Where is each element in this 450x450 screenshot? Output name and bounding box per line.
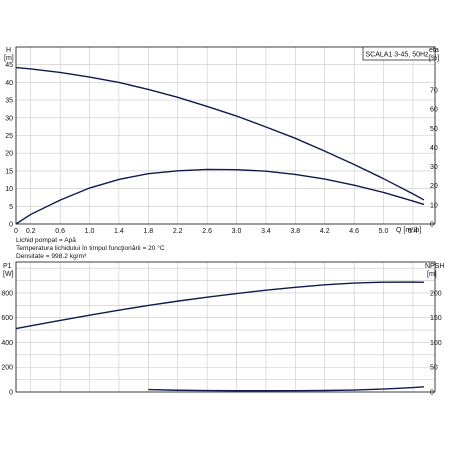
flow-tick-label: 0.6 [55, 228, 65, 235]
head-axis-label: H [6, 47, 11, 54]
power-curve [15, 281, 424, 330]
power-chart-frame [15, 261, 436, 393]
efficiency-tick-label: 30 [430, 164, 438, 171]
flow-tick-label: 0.2 [26, 228, 36, 235]
efficiency-axis-label: eta [429, 47, 439, 54]
power-tick-label: 800 [1, 290, 13, 297]
power-axis-label: P1 [3, 263, 12, 270]
fluid-info-liquid: Lichid pompat = Apă [16, 237, 76, 244]
power-axis-ticks: 0 200 400 600 800 [1, 290, 13, 396]
fluid-info: Lichid pompat = Apă Temperatura lichidul… [16, 237, 165, 260]
npsh-axis-ticks: 0 50 100 150 200 [430, 290, 442, 396]
efficiency-axis-unit: [%] [429, 55, 439, 62]
efficiency-tick-label: 70 [430, 88, 438, 95]
flow-tick-label: 1.0 [85, 228, 95, 235]
flow-tick-label: 0 [14, 228, 18, 235]
head-tick-label: 35 [5, 98, 13, 105]
efficiency-tick-label: 50 [430, 126, 438, 133]
head-tick-label: 30 [5, 115, 13, 122]
head-efficiency-chart: SCALA1 3-45, 50Hz 0 5 10 15 20 25 30 35 40 45 0 10… [4, 46, 439, 235]
head-tick-label: 0 [9, 222, 13, 229]
power-tick-label: 400 [1, 340, 13, 347]
efficiency-tick-label: 20 [430, 183, 438, 190]
flow-tick-label: 2.6 [202, 228, 212, 235]
head-axis-ticks: 0 5 10 15 20 25 30 35 40 45 [5, 62, 13, 228]
flow-tick-label: 1.8 [143, 228, 153, 235]
flow-tick-label: 1.4 [114, 228, 124, 235]
power-tick-label: 600 [1, 315, 13, 322]
npsh-tick-label: 0 [430, 390, 434, 397]
power-tick-label: 200 [1, 365, 13, 372]
power-tick-label: 0 [9, 390, 13, 397]
flow-axis-ticks: 0 0.2 0.6 1.0 1.4 1.8 2.2 2.6 3.0 3.4 3.8 4.2 4.6 5.0… [14, 228, 418, 235]
head-tick-label: 10 [5, 186, 13, 193]
fluid-info-density: Densitate = 998.2 kg/m³ [16, 253, 87, 260]
head-tick-label: 45 [5, 62, 13, 69]
flow-tick-label: 3.0 [232, 228, 242, 235]
efficiency-tick-label: 40 [430, 145, 438, 152]
head-tick-label: 20 [5, 151, 13, 158]
npsh-curve [148, 386, 425, 392]
head-tick-label: 15 [5, 168, 13, 175]
efficiency-axis-ticks: 0 10 20 30 40 50 60 70 [430, 88, 438, 229]
npsh-axis-label: NPSH [425, 263, 444, 270]
flow-tick-label: 5.4 [408, 228, 418, 235]
npsh-tick-label: 200 [430, 290, 442, 297]
head-curve [15, 66, 425, 201]
efficiency-tick-label: 10 [430, 202, 438, 209]
npsh-tick-label: 50 [430, 365, 438, 372]
head-tick-label: 40 [5, 80, 13, 87]
chart-title: SCALA1 3-45, 50Hz [366, 52, 430, 59]
head-tick-label: 5 [9, 204, 13, 211]
head-tick-label: 25 [5, 133, 13, 140]
efficiency-tick-label: 60 [430, 107, 438, 114]
flow-tick-label: 4.2 [320, 228, 330, 235]
flow-tick-label: 5.0 [379, 228, 389, 235]
power-npsh-chart: 0 200 400 600 800 0 50 100 150 200 P1 [W] NPSH [… [1, 261, 444, 397]
flow-tick-label: 2.2 [173, 228, 183, 235]
flow-tick-label: 3.4 [261, 228, 271, 235]
efficiency-curve [15, 168, 425, 225]
head-axis-unit: [m] [4, 55, 14, 62]
efficiency-tick-label: 0 [430, 222, 434, 229]
fluid-info-temperature: Temperatura lichidului în timpul funcţio… [16, 244, 165, 252]
chart-title-box [362, 46, 436, 61]
npsh-tick-label: 100 [430, 340, 442, 347]
head-chart-frame [15, 46, 436, 225]
flow-tick-label: 4.6 [349, 228, 359, 235]
npsh-tick-label: 150 [430, 315, 442, 322]
power-chart-grid [15, 262, 435, 393]
power-axis-unit: [W] [3, 271, 14, 278]
flow-tick-label: 3.8 [290, 228, 300, 235]
flow-axis-label: Q [m³/h] [396, 227, 421, 234]
npsh-axis-unit: [m] [427, 271, 437, 278]
head-chart-grid [15, 47, 435, 225]
